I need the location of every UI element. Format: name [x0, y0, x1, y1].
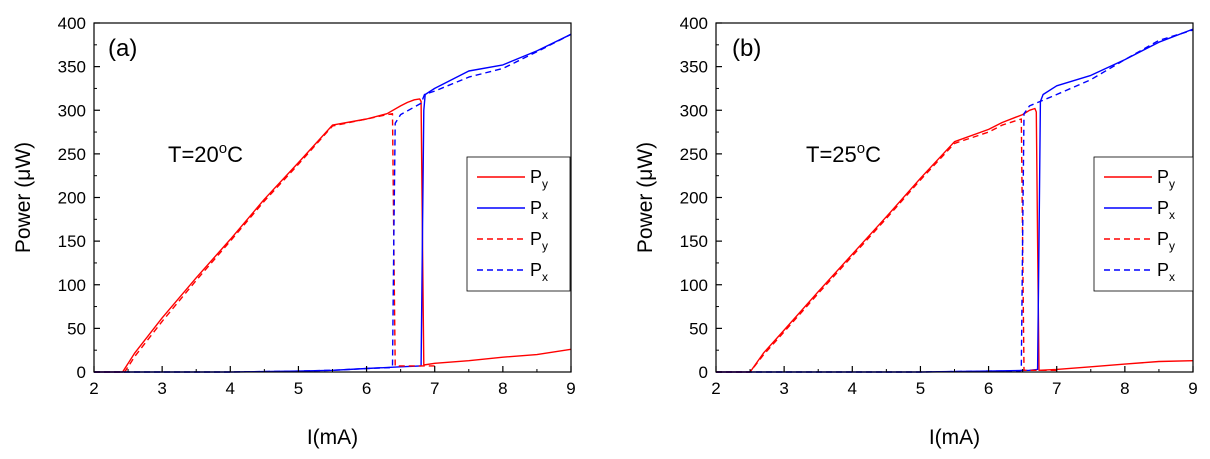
x-axis-title: I(mA): [929, 426, 980, 449]
temperature-annotation: T=20oC: [168, 140, 243, 167]
y-tick-label: 100: [680, 276, 708, 295]
x-axis-title: I(mA): [307, 426, 358, 449]
y-tick-label: 400: [680, 14, 708, 33]
chart-panel-b: 2 3 4 5 6 7 8 9 0 50 100 150 200 250 300 350 400 I(mA) Pow…: [634, 14, 1198, 449]
y-tick-label: 0: [77, 363, 86, 382]
series-line-px-dashed: [94, 33, 571, 373]
chart-panel-a: 2 3 4 5 6 7 8 9 0 50 100 150 200 250 300 350 400 I(mA) Pow…: [12, 14, 576, 449]
y-tick-label: 150: [680, 232, 708, 251]
legend-box: [466, 156, 571, 292]
legend-entry-label: Px: [530, 260, 548, 284]
x-tick-label: 8: [1120, 379, 1129, 398]
y-tick-label: 50: [67, 319, 86, 338]
series-line-py-solid: [716, 107, 1193, 373]
legend: Py Px Py Px: [466, 156, 571, 292]
x-tick-label: 9: [566, 379, 575, 398]
x-tick-label: 9: [1188, 379, 1197, 398]
series-group: [94, 33, 571, 373]
y-tick-label: 300: [680, 101, 708, 120]
legend-entry-label: Px: [1157, 260, 1175, 284]
x-tick-label: 7: [1052, 379, 1061, 398]
legend-entry-label: Py: [1157, 167, 1175, 191]
legend: Py Px Py Px: [1093, 156, 1194, 292]
x-tick-label: 6: [362, 379, 371, 398]
x-tick-label: 2: [89, 379, 98, 398]
x-tick-label: 5: [916, 379, 925, 398]
panel-label: (a): [108, 35, 137, 62]
y-axis-title: Power (μW): [634, 142, 657, 253]
legend-entry-label: Px: [530, 198, 548, 222]
y-axis-title: Power (μW): [12, 142, 35, 253]
series-line-py-dashed: [716, 118, 1057, 373]
y-tick-label: 200: [680, 189, 708, 208]
x-tick-label: 8: [498, 379, 507, 398]
x-tick-label: 5: [294, 379, 303, 398]
x-tick-label: 3: [157, 379, 166, 398]
legend-entry-label: Px: [1157, 198, 1175, 222]
x-tick-label: 4: [848, 379, 857, 398]
legend-entry-label: Py: [530, 229, 548, 253]
y-tick-label: 250: [58, 145, 86, 164]
x-tick-label: 4: [226, 379, 235, 398]
series-line-py-solid: [94, 98, 571, 373]
y-tick-label: 200: [58, 189, 86, 208]
y-tick-label: 350: [58, 58, 86, 77]
panel-label: (b): [732, 35, 761, 62]
series-line-py-dashed: [94, 112, 435, 373]
legend-entry-label: Py: [1157, 229, 1175, 253]
y-tick-label: 300: [58, 101, 86, 120]
y-tick-label: 350: [680, 58, 708, 77]
y-tick-label: 100: [58, 276, 86, 295]
y-tick-label: 150: [58, 232, 86, 251]
legend-box: [1093, 156, 1194, 292]
x-tick-label: 2: [711, 379, 720, 398]
y-tick-label: 50: [689, 319, 708, 338]
y-tick-label: 250: [680, 145, 708, 164]
temperature-annotation: T=25oC: [806, 140, 881, 167]
x-tick-label: 7: [430, 379, 439, 398]
y-tick-label: 400: [58, 14, 86, 33]
legend-entry-label: Py: [530, 167, 548, 191]
x-tick-label: 6: [984, 379, 993, 398]
y-tick-label: 0: [699, 363, 708, 382]
x-tick-label: 3: [779, 379, 788, 398]
